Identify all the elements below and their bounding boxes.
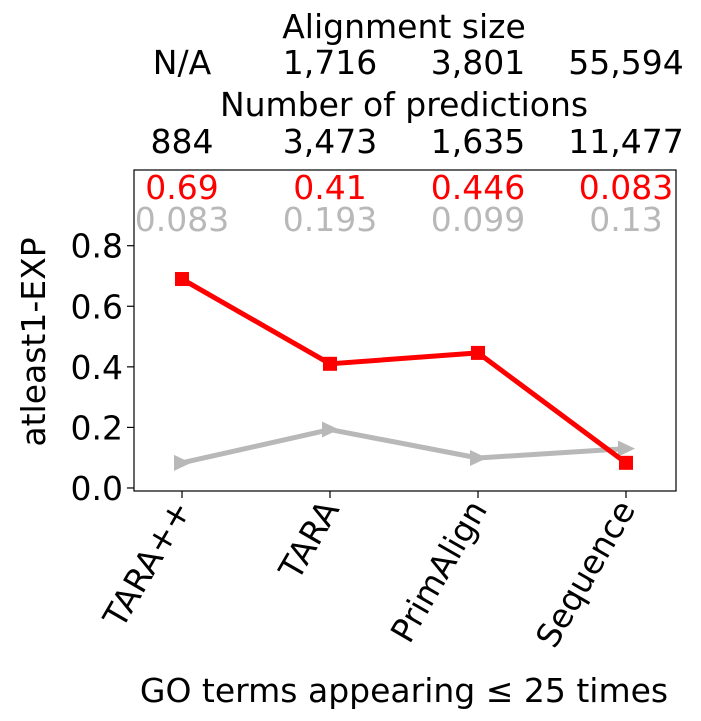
red-series-marker: [175, 272, 189, 287]
y-tick-label: 0.6: [71, 287, 123, 326]
gray-series-marker: [470, 449, 487, 466]
predictions-value: 3,473: [283, 122, 377, 161]
x-tick-label: TARA: [270, 493, 347, 587]
number-of-predictions-values: 884 3,473 1,635 11,477: [151, 122, 684, 161]
alignment-size-value: N/A: [153, 43, 212, 82]
y-tick-label: 0.4: [71, 348, 123, 387]
red-series-marker: [619, 455, 633, 470]
alignment-size-title: Alignment size: [282, 7, 526, 46]
gray-value-labels: 0.083 0.193 0.099 0.13: [135, 200, 663, 239]
alignment-size-value: 3,801: [431, 43, 525, 82]
red-value-labels: 0.69 0.41 0.446 0.083: [145, 168, 673, 207]
x-axis-ticks: TARA++ TARA PrimAlign Sequence: [95, 491, 643, 654]
red-series-marker: [323, 356, 337, 371]
x-axis-label: GO terms appearing ≤ 25 times: [140, 671, 668, 710]
plot-frame: [133, 169, 677, 492]
red-value-label: 0.083: [579, 168, 673, 207]
predictions-value: 11,477: [568, 122, 683, 161]
y-tick-label: 0.8: [71, 227, 123, 266]
gray-series-marker: [174, 454, 191, 471]
series-gray: [174, 421, 635, 471]
y-tick-label: 0.0: [71, 469, 123, 508]
predictions-value: 884: [151, 122, 214, 161]
alignment-size-value: 1,716: [283, 43, 377, 82]
red-series-line: [180, 276, 628, 465]
alignment-size-values: N/A 1,716 3,801 55,594: [153, 43, 684, 82]
y-axis-label: atleast1-EXP: [14, 237, 53, 446]
red-series-marker: [471, 345, 485, 360]
gray-value-label: 0.193: [283, 200, 377, 239]
gray-series-marker: [322, 421, 339, 438]
red-value-label: 0.41: [293, 168, 366, 207]
red-value-label: 0.69: [145, 168, 218, 207]
gray-value-label: 0.13: [589, 200, 662, 239]
number-of-predictions-title: Number of predictions: [220, 85, 588, 124]
gray-series-marker: [618, 440, 635, 457]
gray-value-label: 0.099: [431, 200, 525, 239]
alignment-size-value: 55,594: [568, 43, 683, 82]
red-value-label: 0.446: [431, 168, 525, 207]
gray-series-line: [181, 427, 627, 466]
predictions-value: 1,635: [431, 122, 525, 161]
gray-value-label: 0.083: [135, 200, 229, 239]
y-tick-label: 0.2: [71, 408, 123, 447]
x-tick-label: Sequence: [528, 494, 643, 654]
series-red: [175, 272, 633, 470]
y-axis-ticks: 0.0 0.2 0.4 0.6 0.8: [71, 227, 134, 508]
x-tick-label: TARA++: [95, 494, 199, 635]
x-tick-label: PrimAlign: [383, 494, 495, 649]
